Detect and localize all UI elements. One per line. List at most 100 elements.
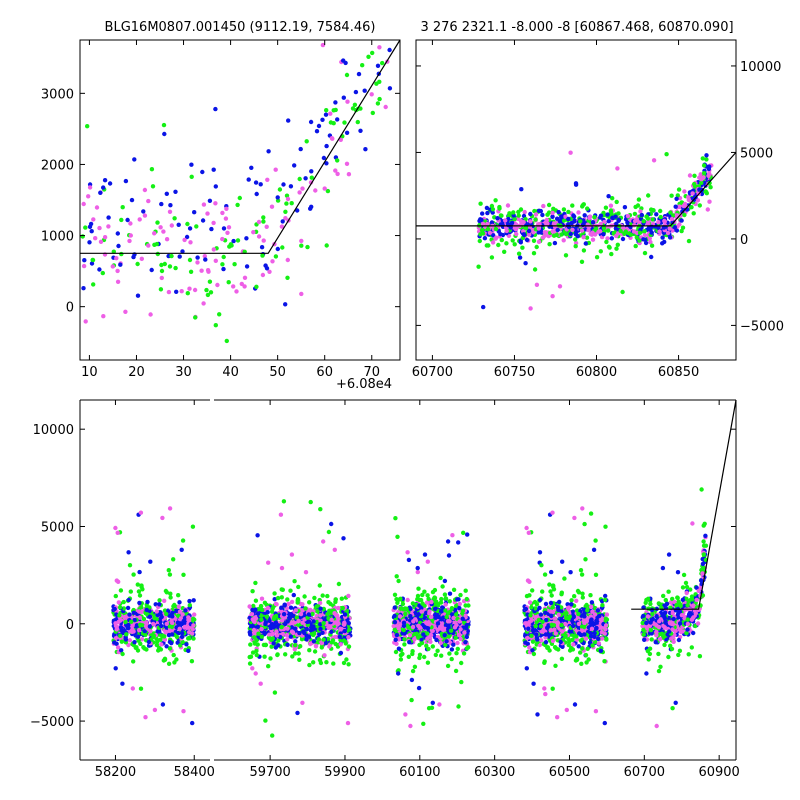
point-magenta — [638, 209, 643, 214]
point-green — [545, 212, 550, 217]
point-green — [296, 651, 301, 656]
point-green — [256, 631, 261, 636]
point-blue — [517, 255, 523, 260]
point-magenta — [534, 282, 540, 287]
point-magenta — [321, 539, 326, 544]
point-green — [325, 611, 330, 617]
panel-top-left-ytick-label: 3000 — [41, 87, 74, 102]
panel-top-left-xtick-label: 50 — [269, 365, 286, 380]
point-magenta — [332, 547, 337, 552]
point-green — [504, 241, 509, 246]
point-green — [166, 568, 171, 573]
point-blue — [180, 630, 185, 636]
point-blue — [337, 634, 342, 639]
point-green — [393, 516, 398, 521]
point-blue — [255, 624, 260, 629]
point-blue — [536, 208, 542, 213]
point-magenta — [296, 618, 301, 624]
point-green — [540, 589, 545, 594]
point-magenta — [522, 209, 527, 215]
point-green — [447, 599, 452, 604]
point-magenta — [429, 614, 434, 620]
point-green — [366, 54, 371, 59]
point-blue — [490, 210, 495, 215]
point-green — [161, 122, 167, 128]
point-magenta — [458, 627, 463, 632]
point-green — [463, 603, 468, 608]
point-green — [700, 156, 705, 161]
point-magenta — [327, 644, 332, 649]
point-green — [157, 632, 162, 637]
point-blue — [396, 646, 402, 651]
point-green — [528, 613, 533, 618]
point-blue — [460, 616, 465, 621]
point-green — [628, 232, 634, 237]
panel-top-left-xtick-label: 10 — [81, 365, 98, 380]
point-green — [532, 599, 538, 605]
point-green — [283, 209, 288, 214]
point-magenta — [160, 515, 165, 521]
point-magenta — [256, 234, 262, 239]
point-blue — [408, 614, 413, 619]
point-blue — [453, 607, 458, 612]
point-blue — [660, 235, 665, 240]
point-magenta — [250, 666, 255, 671]
point-blue — [353, 89, 359, 95]
point-green — [634, 235, 639, 240]
point-blue — [141, 209, 146, 214]
point-blue — [308, 628, 313, 633]
point-green — [539, 563, 544, 568]
point-blue — [162, 131, 167, 137]
point-blue — [279, 605, 284, 610]
point-green — [293, 643, 298, 648]
point-magenta — [428, 632, 434, 638]
point-green — [641, 219, 646, 224]
point-green — [176, 613, 181, 618]
point-green — [275, 595, 281, 601]
point-green — [563, 633, 568, 638]
point-green — [167, 264, 173, 269]
point-blue — [101, 185, 106, 190]
point-green — [260, 607, 265, 613]
point-blue — [549, 613, 554, 619]
point-blue — [306, 619, 312, 624]
point-blue — [392, 613, 397, 619]
point-blue — [127, 612, 132, 617]
point-blue — [333, 100, 338, 105]
point-green — [309, 631, 315, 637]
point-magenta — [527, 619, 532, 625]
point-blue — [598, 213, 604, 218]
point-green — [284, 193, 290, 198]
point-green — [592, 215, 597, 220]
point-blue — [393, 637, 398, 642]
point-green — [459, 679, 464, 685]
point-magenta — [199, 268, 204, 273]
point-blue — [531, 681, 536, 686]
point-blue — [323, 640, 328, 646]
point-magenta — [297, 190, 302, 195]
point-green — [550, 686, 555, 691]
point-green — [658, 208, 663, 214]
point-magenta — [335, 622, 340, 627]
point-green — [119, 217, 124, 223]
point-green — [140, 587, 145, 592]
point-blue — [254, 191, 259, 197]
panel-top-right-ytick-label: 10000 — [740, 60, 781, 75]
point-blue — [288, 184, 294, 189]
point-magenta — [225, 230, 230, 235]
point-green — [666, 589, 671, 594]
point-magenta — [598, 221, 603, 227]
point-magenta — [412, 636, 417, 642]
point-green — [438, 575, 443, 581]
point-magenta — [234, 289, 239, 294]
point-magenta — [654, 723, 659, 729]
point-blue — [526, 626, 531, 631]
point-green — [139, 583, 144, 588]
point-magenta — [586, 228, 591, 233]
point-magenta — [553, 616, 558, 621]
point-blue — [311, 619, 316, 624]
point-green — [193, 315, 198, 320]
point-green — [396, 668, 401, 673]
point-green — [402, 642, 407, 647]
point-green — [284, 201, 289, 206]
